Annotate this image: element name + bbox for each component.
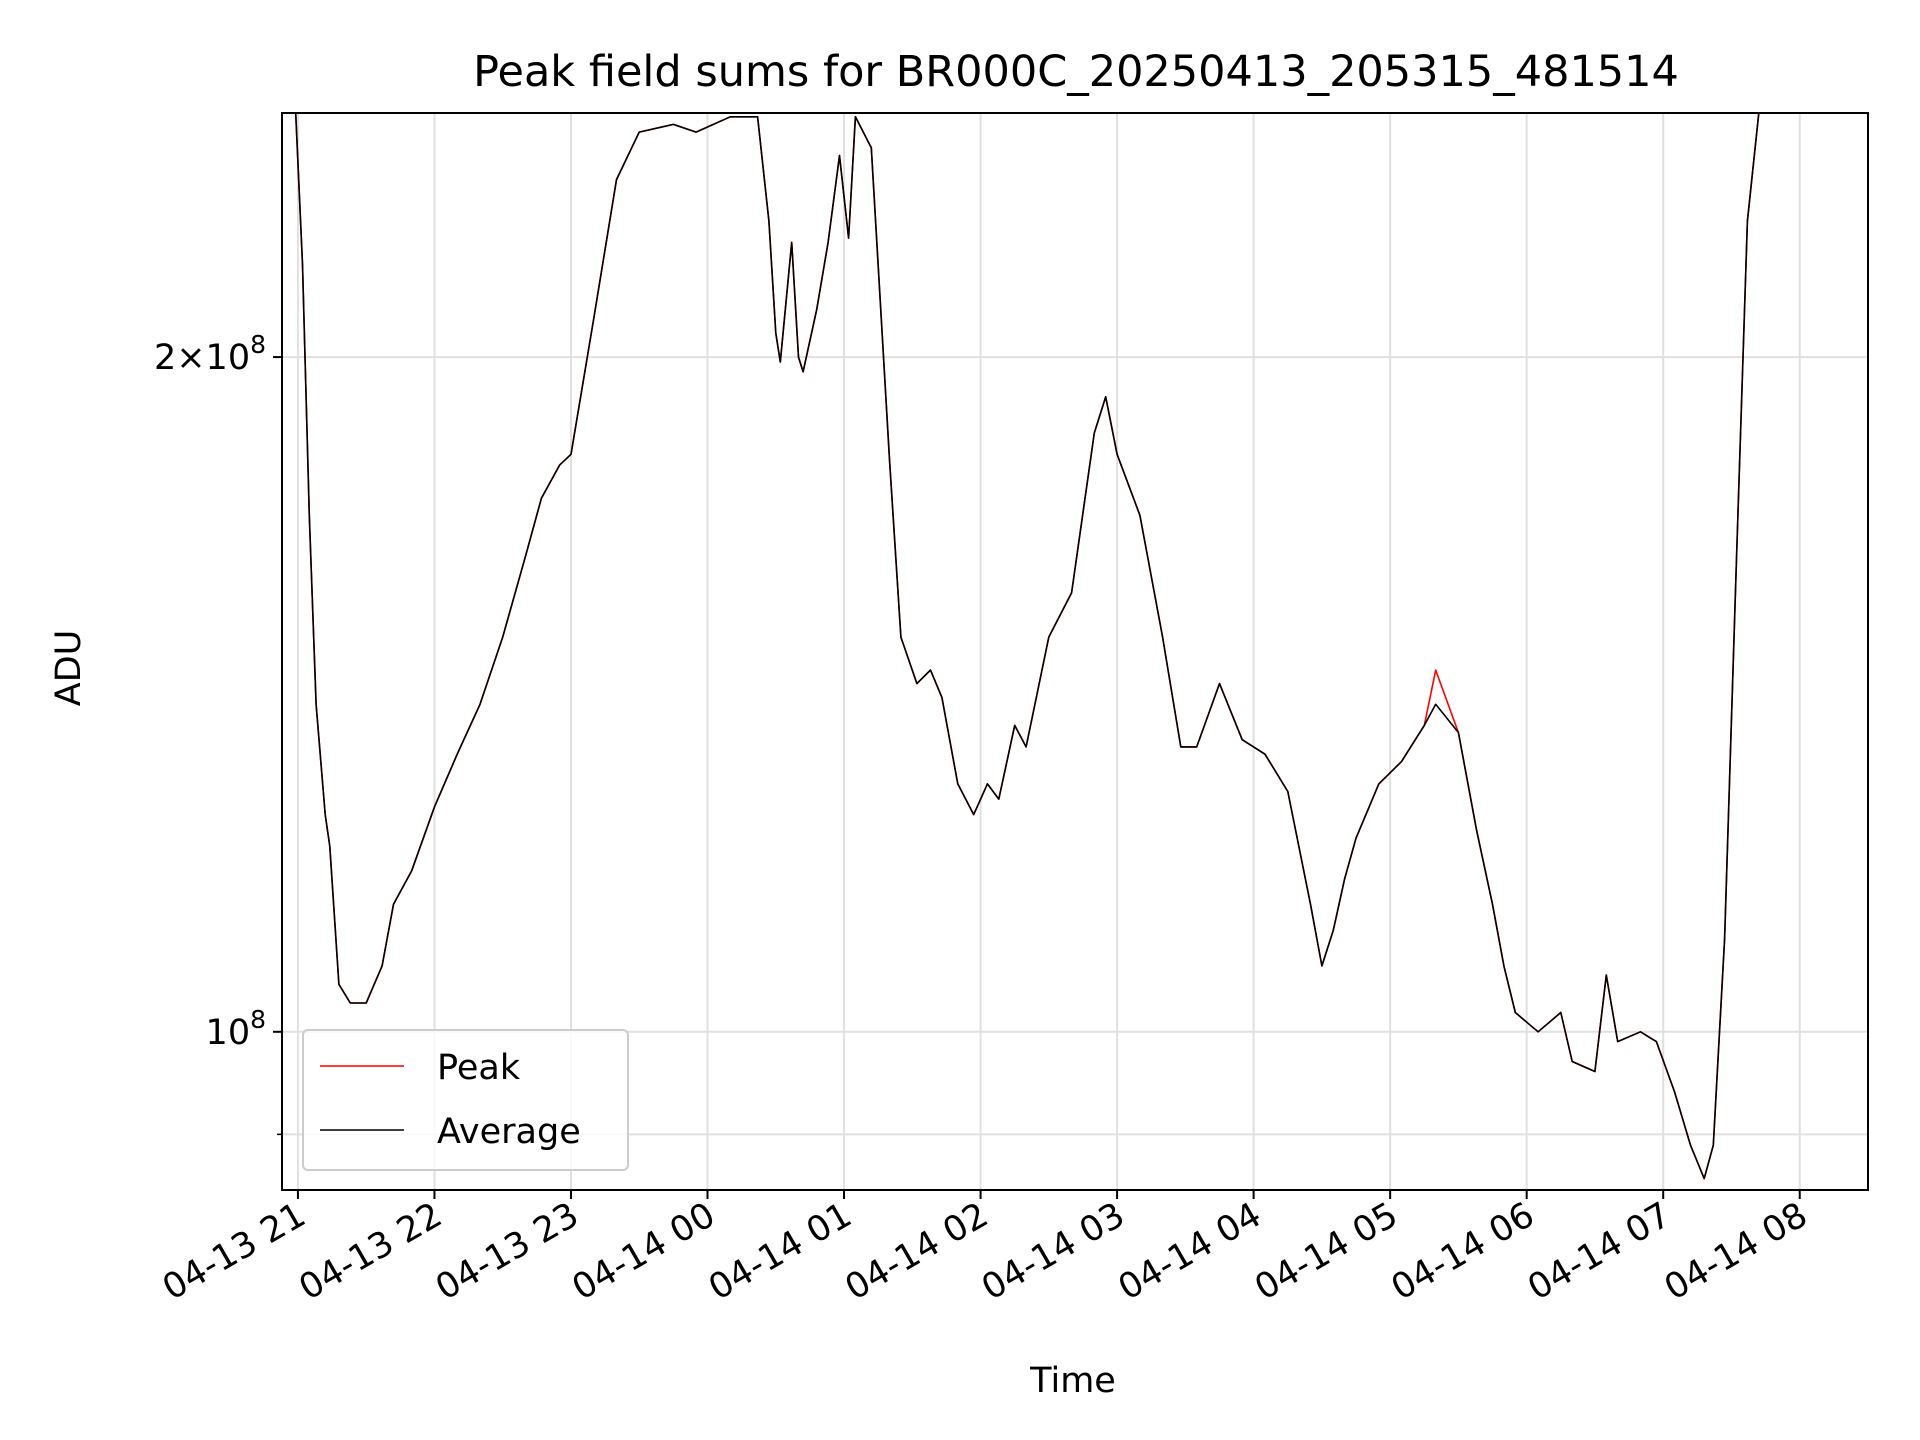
y-axis-ticks: 108 2×108 bbox=[154, 330, 282, 1136]
y-axis-label: ADU bbox=[49, 630, 89, 707]
series-line-average bbox=[282, 113, 1868, 1180]
plot-frame bbox=[281, 112, 1869, 1191]
y-tick-label: 2×108 bbox=[154, 330, 266, 378]
plot-lines bbox=[282, 113, 1868, 1180]
legend-average-label: Average bbox=[437, 1112, 581, 1152]
legend-peak-label: Peak bbox=[437, 1048, 521, 1088]
x-axis-label: Time bbox=[1029, 1361, 1116, 1401]
chart-title: Peak field sums for BR000C_20250413_2053… bbox=[473, 47, 1679, 97]
legend-box bbox=[302, 1029, 629, 1171]
grid-lines bbox=[282, 113, 1868, 1190]
y-tick-label: 108 bbox=[206, 1005, 266, 1053]
legend: Peak Average bbox=[302, 1029, 629, 1171]
